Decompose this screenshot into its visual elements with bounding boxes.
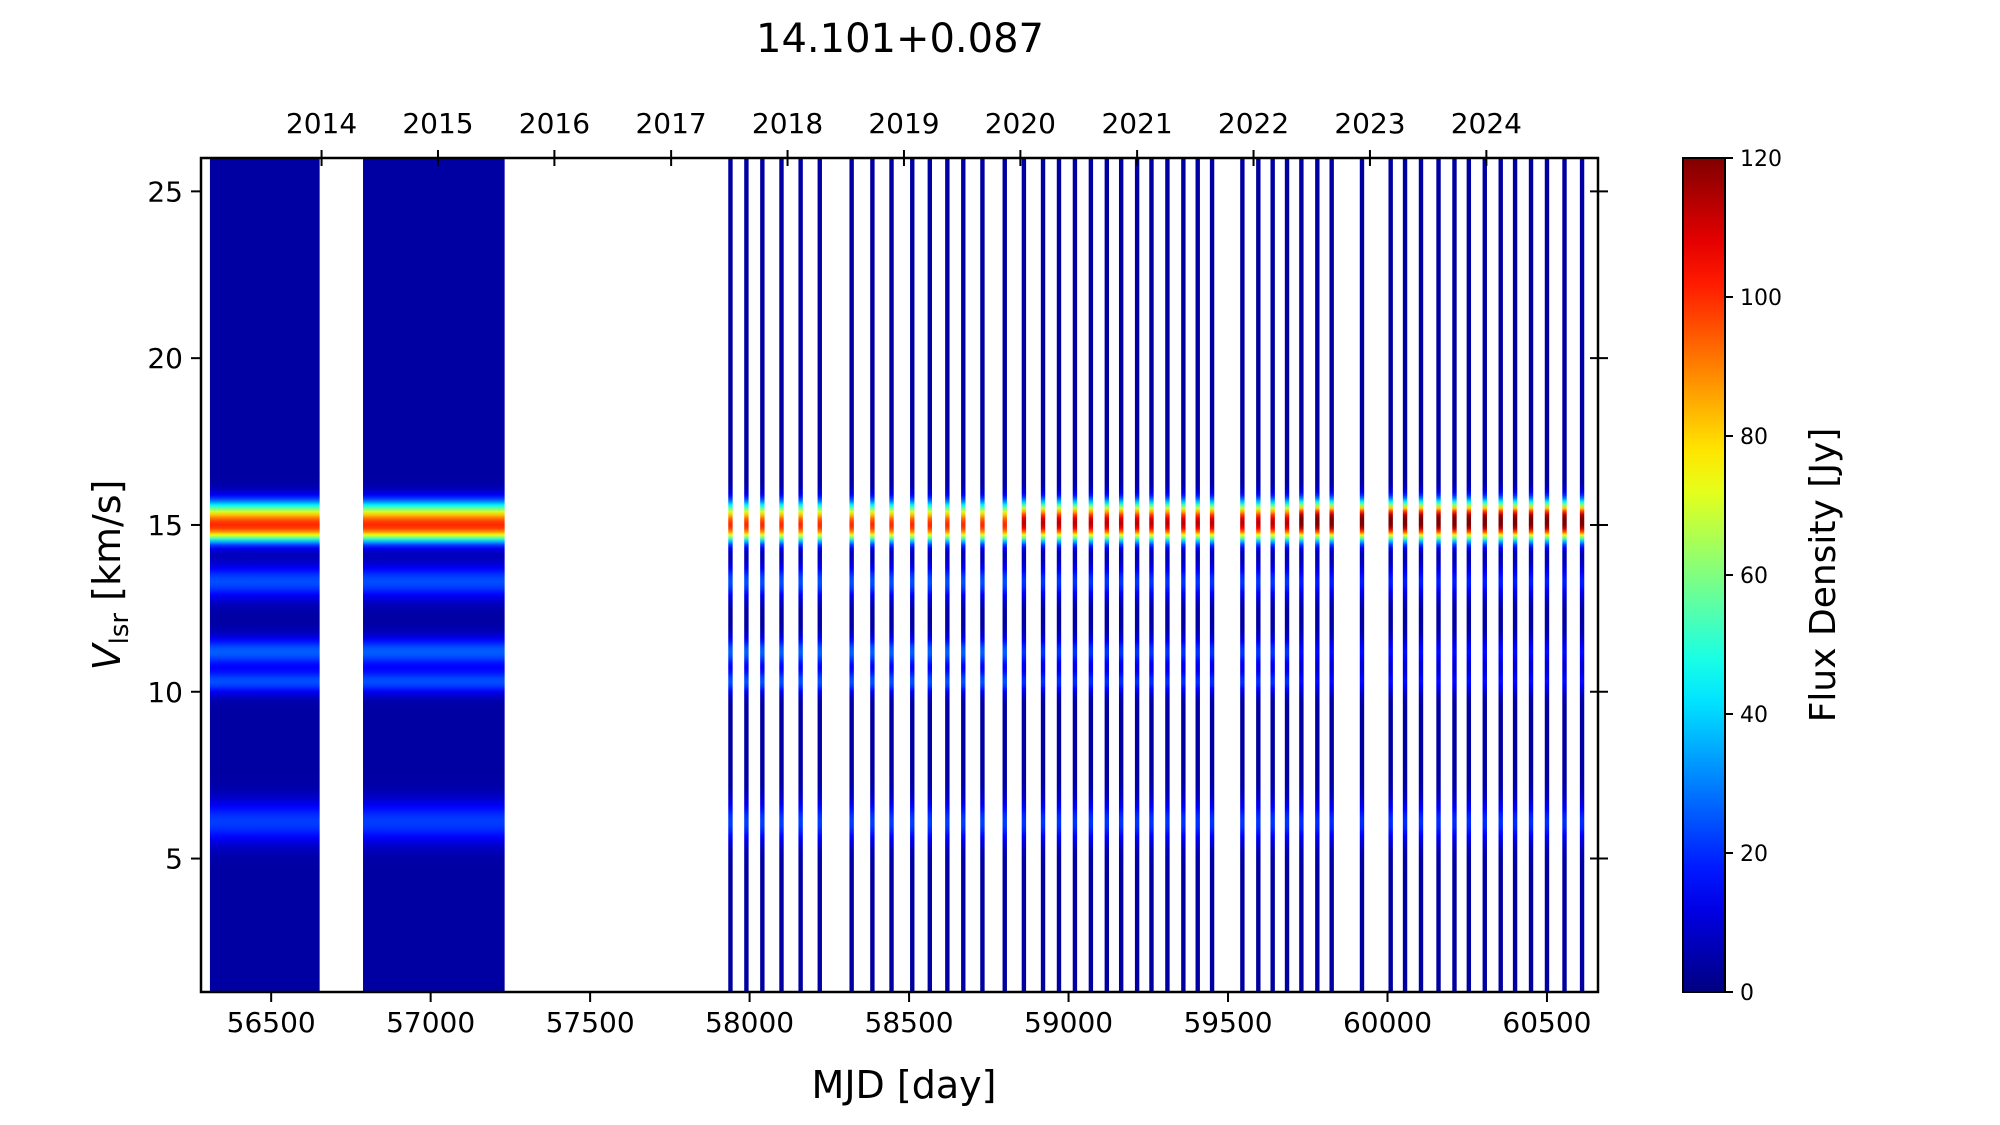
x-tick-label: 58500 (865, 1006, 954, 1039)
observation-epoch (1149, 158, 1154, 992)
observation-epoch (849, 158, 854, 992)
year-tick-label: 2023 (1334, 107, 1405, 140)
plot-frame (199, 156, 1600, 994)
x-tick-label: 57500 (546, 1006, 635, 1039)
observation-epoch (1056, 158, 1062, 992)
observation-epoch (744, 158, 749, 992)
y-tick-label: 5 (165, 843, 183, 876)
observation-epoch (1482, 158, 1487, 992)
observation-epoch (1284, 158, 1290, 992)
x-tick-label: 59000 (1024, 1006, 1113, 1039)
observation-epoch (1579, 158, 1585, 992)
observation-epoch (1466, 158, 1472, 992)
colorbar-label: Flux Density [Jy] (1803, 428, 1844, 723)
colorbar-ticks: 0 20 40 60 80 100 120 (1725, 147, 1782, 1006)
observation-epoch (927, 158, 933, 992)
year-tick-label: 2021 (1101, 107, 1172, 140)
year-tick-label: 2022 (1218, 107, 1289, 140)
year-tick-label: 2014 (286, 107, 357, 140)
x-tick-label: 60000 (1343, 1006, 1432, 1039)
y-tick-label: 15 (147, 509, 183, 542)
observation-block-1 (209, 158, 320, 992)
year-tick-label: 2015 (402, 107, 473, 140)
observation-epoch (1299, 158, 1304, 992)
observation-epoch (1402, 158, 1408, 992)
colorbar-tick-label: 80 (1740, 425, 1768, 450)
colorbar-tick-label: 120 (1740, 147, 1782, 172)
observation-epoch (1118, 158, 1124, 992)
observation-epoch (1436, 158, 1441, 992)
x-tick-label: 58000 (705, 1006, 794, 1039)
y-axis-label: Vlsr [km/s] (85, 480, 135, 671)
observation-epoch (1359, 158, 1365, 992)
observation-epoch (1104, 158, 1110, 992)
y-axis-label-subscript: lsr (105, 613, 135, 645)
x-tick-label: 56500 (227, 1006, 316, 1039)
colorbar-tick-label: 0 (1740, 981, 1754, 1006)
observation-epoch (1165, 158, 1170, 992)
y-axis-left: 5 10 15 20 25 (147, 175, 201, 876)
observation-epoch (1072, 158, 1078, 992)
colorbar-tick-label: 40 (1740, 703, 1768, 728)
colorbar-tick-label: 20 (1740, 842, 1768, 867)
x-axis-label: MJD [day] (812, 1063, 997, 1107)
year-tick-label: 2020 (985, 107, 1056, 140)
plot-area (209, 158, 1585, 992)
observation-epoch (1452, 158, 1457, 992)
observation-epoch (1088, 158, 1094, 992)
observation-epoch (961, 158, 966, 992)
year-tick-label: 2019 (868, 107, 939, 140)
observation-epoch (728, 158, 733, 992)
observation-epoch (760, 158, 765, 992)
year-tick-label: 2018 (752, 107, 823, 140)
observation-epoch (910, 158, 915, 992)
observation-block-2 (363, 158, 505, 992)
y-tick-label: 10 (147, 676, 183, 709)
y-axis-label-symbol: V (85, 641, 129, 670)
x-tick-label: 60500 (1502, 1006, 1591, 1039)
observation-epoch (1021, 158, 1027, 992)
x-tick-label: 59500 (1183, 1006, 1272, 1039)
y-axis-label-unit: [km/s] (85, 480, 129, 613)
year-tick-label: 2016 (519, 107, 590, 140)
observation-epoch (1512, 158, 1518, 992)
x-tick-label: 57000 (386, 1006, 475, 1039)
observation-epoch (1256, 158, 1261, 992)
x-axis-top-years: 2014 2015 2016 2017 2018 2019 2020 2021 2022 2023… (286, 107, 1522, 166)
observation-epoch (817, 158, 822, 992)
x-axis-bottom: 56500 57000 57500 58000 58500 59000 59500 60000… (227, 992, 1592, 1039)
observation-epoch (889, 158, 894, 992)
year-tick-label: 2017 (635, 107, 706, 140)
colorbar-tick-label: 100 (1740, 286, 1782, 311)
observation-epoch (1562, 158, 1567, 992)
observation-epoch (1544, 158, 1550, 992)
observation-epoch (1329, 158, 1334, 992)
observation-epoch (870, 158, 875, 992)
observation-epoch (1195, 158, 1200, 992)
observation-epoch (1388, 158, 1393, 992)
y-tick-label: 20 (147, 342, 183, 375)
y-tick-label: 25 (147, 175, 183, 208)
observation-epoch (1315, 158, 1320, 992)
observation-epoch (1270, 158, 1275, 992)
chart-title: 14.101+0.087 (756, 16, 1044, 62)
observation-epoch (798, 158, 803, 992)
observation-epoch (1498, 158, 1503, 992)
observation-epoch (980, 158, 985, 992)
observation-epoch (1134, 158, 1140, 992)
observation-epoch (1002, 158, 1007, 992)
year-tick-label: 2024 (1451, 107, 1522, 140)
colorbar-tick-label: 60 (1740, 564, 1768, 589)
observation-epoch (1209, 158, 1215, 992)
observation-epoch (779, 158, 784, 992)
colorbar (1682, 157, 1726, 993)
observation-epoch (1418, 158, 1424, 992)
observation-epoch (1181, 158, 1186, 992)
observation-epoch (1528, 158, 1534, 992)
observation-epoch (945, 158, 950, 992)
observation-epoch (1240, 158, 1245, 992)
y-axis-right-ticks (1590, 190, 1608, 860)
observation-epoch (1040, 158, 1046, 992)
